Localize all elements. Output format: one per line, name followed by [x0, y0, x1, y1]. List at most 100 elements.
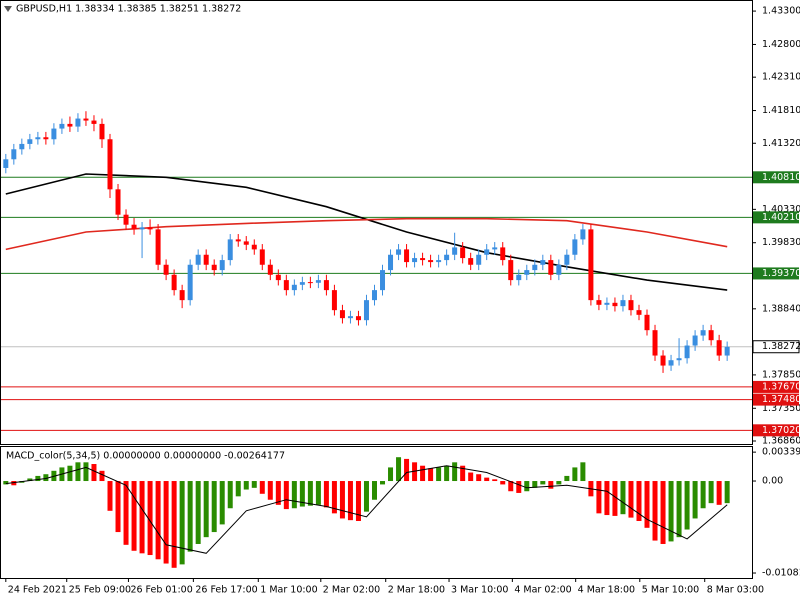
y-tick-label: 1.38840 [762, 303, 800, 314]
macd-bar [203, 481, 209, 538]
candle-body [171, 274, 177, 291]
macd-bar [652, 481, 658, 541]
marks-layer [3, 111, 730, 568]
macd-bar [75, 462, 81, 482]
candle-body [355, 316, 361, 321]
macd-bar [131, 481, 137, 551]
macd-bar [684, 481, 690, 530]
x-tick-label: 1 Mar 10:00 [260, 585, 317, 596]
candle-body [572, 239, 578, 255]
macd-bar [179, 481, 185, 565]
candle-body [516, 274, 522, 281]
macd-bar [596, 481, 602, 514]
candle-body [684, 345, 690, 359]
x-tick-label: 4 Mar 18:00 [578, 585, 635, 596]
macd-bar [83, 462, 89, 482]
candle-body [396, 249, 402, 255]
macd-bar [524, 481, 530, 492]
level-label-box [753, 424, 799, 437]
candle-body [195, 254, 201, 265]
candle-body [363, 300, 369, 321]
candle-body [123, 214, 129, 225]
candle-body [404, 249, 410, 263]
y-tick-label: 0.0033966 [762, 447, 800, 458]
candle-body [371, 290, 377, 301]
macd-bar [91, 464, 97, 482]
macd-bar [380, 481, 386, 485]
macd-bar [3, 481, 9, 485]
candle-body [556, 264, 562, 275]
candle-body [163, 264, 169, 275]
x-tick-label: 8 Mar 03:00 [707, 585, 764, 596]
y-tick-label: -0.010815 [762, 568, 800, 579]
macd-signal [5, 465, 728, 554]
macd-bar [708, 481, 714, 504]
level-label: 1.40810 [762, 172, 800, 183]
candle-body [203, 254, 209, 265]
candle-body [548, 260, 554, 275]
labels-layer: 24 Feb 2021 25 Feb 09:00 26 Feb 01:00 26 Fe… [8, 6, 800, 596]
macd-bar [147, 481, 153, 556]
level-label-box [753, 380, 799, 393]
macd-bar [676, 481, 682, 538]
macd-bar [692, 481, 698, 519]
y-tick-label: 1.37350 [762, 403, 800, 414]
level-label: 1.37020 [762, 425, 800, 436]
candle-body [139, 227, 145, 230]
macd-bar [516, 481, 522, 493]
candle-body [452, 247, 458, 255]
macd-title: MACD_color(5,34,5) 0.00000000 0.00000000… [6, 451, 285, 462]
macd-bar [412, 462, 418, 482]
macd-bar [99, 470, 105, 482]
macd-bar [363, 481, 369, 512]
candle-body [131, 224, 137, 230]
candle-body [508, 260, 514, 281]
level-label: 1.37480 [762, 394, 800, 405]
candle-body [700, 330, 706, 336]
candle-body [468, 258, 474, 265]
macd-bar [724, 481, 730, 504]
x-tick-label: 26 Feb 17:00 [195, 585, 257, 596]
candle-body [35, 137, 41, 140]
macd-bar [235, 481, 241, 497]
x-tick-label: 5 Mar 10:00 [642, 585, 699, 596]
macd-bar [476, 474, 482, 482]
candle-body [668, 360, 674, 366]
macd-bar [211, 481, 217, 533]
macd-bar [556, 481, 562, 485]
macd-bar [107, 481, 113, 511]
candle-body [51, 128, 57, 140]
macd-bar [444, 465, 450, 482]
macd-bar [604, 481, 610, 516]
candle-body [628, 300, 634, 311]
candle-body [708, 330, 714, 341]
macd-bar [620, 481, 626, 515]
macd-bar [700, 481, 706, 509]
candle-body [331, 290, 337, 311]
candle-body [275, 274, 281, 281]
macd-bar [388, 467, 394, 482]
candle-body [219, 260, 225, 271]
candle-body [524, 270, 530, 275]
candle-body [91, 120, 97, 124]
x-tick-label: 2 Mar 02:00 [323, 585, 380, 596]
macd-bar [404, 458, 410, 482]
candle-body [420, 258, 426, 261]
candle-body [251, 244, 257, 250]
candle-body [315, 280, 321, 283]
candle-body [644, 314, 650, 331]
y-tick-label: 1.41810 [762, 105, 800, 116]
macd-bar [644, 481, 650, 528]
chart-title: GBPUSD,H1 1.38334 1.38385 1.38251 1.3827… [16, 4, 241, 15]
macd-bar [163, 481, 169, 564]
macd-bar [371, 481, 377, 500]
candle-body [492, 247, 498, 250]
candle-body [59, 123, 65, 129]
macd-bar [339, 481, 345, 519]
candle-body [19, 143, 25, 150]
level-label: 1.39370 [762, 268, 800, 279]
macd-bar [396, 457, 402, 482]
candle-body [660, 355, 666, 366]
macd-bar [43, 474, 49, 482]
